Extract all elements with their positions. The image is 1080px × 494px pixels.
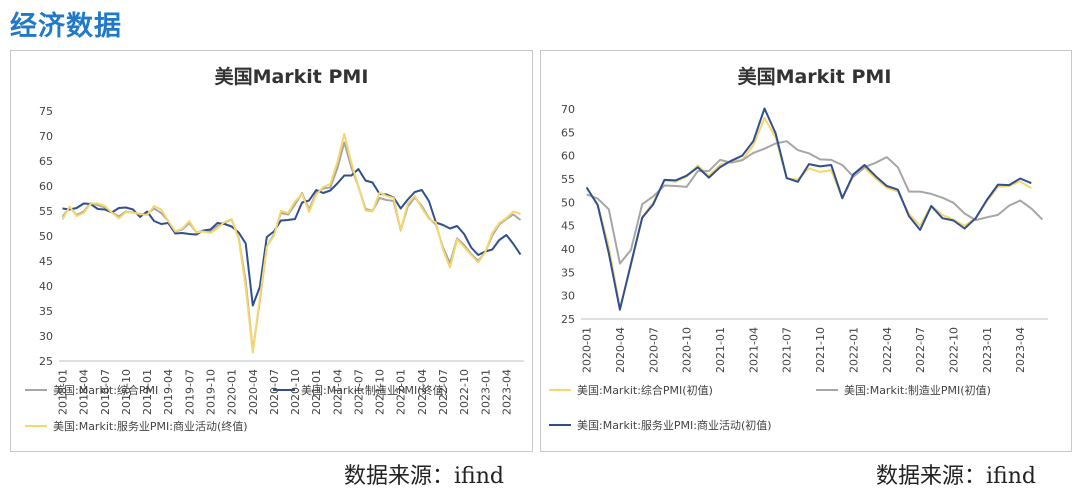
x-tick-label: 2019-01 — [141, 369, 154, 415]
y-tick-label: 30 — [39, 330, 53, 343]
y-tick-label: 35 — [39, 305, 53, 318]
x-tick-label: 2020-10 — [681, 327, 694, 373]
x-tick-label: 2023-01 — [479, 369, 492, 415]
x-tick-label: 2018-10 — [120, 369, 133, 415]
y-tick-label: 35 — [561, 266, 575, 279]
series-line-3 — [61, 133, 521, 354]
source-note-left: 数据来源：ifind — [344, 464, 504, 489]
legend-label: 美国:Markit:制造业PMI(终值) — [301, 383, 448, 397]
x-tick-label: 2021-07 — [781, 327, 794, 373]
x-tick-label: 2022-04 — [416, 369, 429, 415]
y-tick-label: 25 — [39, 355, 53, 368]
y-tick-label: 45 — [561, 220, 575, 233]
chart-title: 美国Markit PMI — [738, 65, 892, 88]
x-tick-label: 2018-07 — [99, 369, 112, 415]
x-tick-label: 2020-04 — [614, 327, 627, 373]
x-tick-label: 2019-07 — [183, 369, 196, 415]
x-tick-label: 2023-04 — [1014, 327, 1027, 373]
legend-label: 美国:Markit:制造业PMI(初值) — [844, 383, 991, 397]
legend-label: 美国:Markit:服务业PMI:商业活动(终值) — [53, 419, 248, 433]
x-tick-label: 2018-01 — [57, 369, 70, 415]
x-tick-label: 2021-04 — [747, 327, 760, 373]
pmi-chart-right: 美国Markit PMI 25 30 35 40 45 50 55 60 65 70 2020-01 2… — [549, 65, 1048, 432]
x-tick-label: 2022-10 — [947, 327, 960, 373]
pmi-chart-left: 美国Markit PMI 25 30 35 40 45 50 55 60 65 70 75 2018-0… — [25, 65, 524, 433]
x-tick-label: 2020-01 — [226, 369, 239, 415]
y-tick-label: 60 — [39, 180, 53, 193]
y-tick-label: 50 — [39, 230, 53, 243]
legend-label: 美国:Markit:综合PMI — [53, 383, 158, 397]
y-tick-label: 55 — [39, 205, 53, 218]
y-tick-label: 60 — [561, 150, 575, 163]
series-line-3 — [585, 107, 1032, 311]
y-tick-label: 55 — [561, 173, 575, 186]
x-tick-label: 2022-04 — [881, 327, 894, 373]
x-tick-label: 2020-07 — [647, 327, 660, 373]
source-note-right: 数据来源：ifind — [876, 464, 1036, 489]
legend-label: 美国:Markit:服务业PMI:商业活动(初值) — [577, 418, 772, 432]
x-tick-label: 2022-01 — [395, 369, 408, 415]
y-tick-label: 50 — [561, 196, 575, 209]
x-tick-label: 2022-07 — [437, 369, 450, 415]
x-tick-label: 2020-01 — [581, 327, 594, 373]
series-line-1 — [61, 141, 522, 352]
chart-panel-right: 美国Markit PMI 25 30 35 40 45 50 55 60 65 70 2020-01 2… — [540, 50, 1072, 452]
y-tick-label: 40 — [561, 243, 575, 256]
y-tick-label: 65 — [561, 126, 575, 139]
y-tick-label: 70 — [39, 130, 53, 143]
x-tick-label: 2021-01 — [310, 369, 323, 415]
series-line-2 — [62, 168, 522, 307]
x-tick-label: 2020-07 — [268, 369, 281, 415]
y-tick-label: 25 — [561, 313, 575, 326]
y-tick-label: 65 — [39, 155, 53, 168]
y-tick-label: 75 — [39, 105, 53, 118]
x-tick-label: 2020-04 — [247, 369, 260, 415]
chart-panel-left: 美国Markit PMI 25 30 35 40 45 50 55 60 65 70 75 2018-0… — [10, 50, 533, 452]
x-tick-label: 2021-07 — [352, 369, 365, 415]
x-tick-label: 2019-04 — [162, 369, 175, 415]
y-tick-label: 40 — [39, 280, 53, 293]
x-tick-label: 2022-07 — [914, 327, 927, 373]
x-tick-label: 2023-04 — [500, 369, 513, 415]
chart-title: 美国Markit PMI — [215, 65, 369, 88]
x-tick-label: 2021-10 — [814, 327, 827, 373]
x-tick-label: 2021-01 — [714, 327, 727, 373]
x-tick-label: 2021-10 — [374, 369, 387, 415]
x-tick-label: 2022-01 — [847, 327, 860, 373]
x-tick-label: 2018-04 — [78, 369, 91, 415]
legend-label: 美国:Markit:综合PMI(初值) — [577, 383, 713, 397]
page-heading: 经济数据 — [10, 11, 122, 42]
x-tick-label: 2021-04 — [331, 369, 344, 415]
y-tick-label: 70 — [561, 103, 575, 116]
series-line-2 — [586, 140, 1044, 265]
x-tick-label: 2023-01 — [981, 327, 994, 373]
x-tick-label: 2022-10 — [458, 369, 471, 415]
x-tick-label: 2019-10 — [204, 369, 217, 415]
x-tick-label: 2020-10 — [289, 369, 302, 415]
y-tick-label: 45 — [39, 255, 53, 268]
y-tick-label: 30 — [561, 290, 575, 303]
